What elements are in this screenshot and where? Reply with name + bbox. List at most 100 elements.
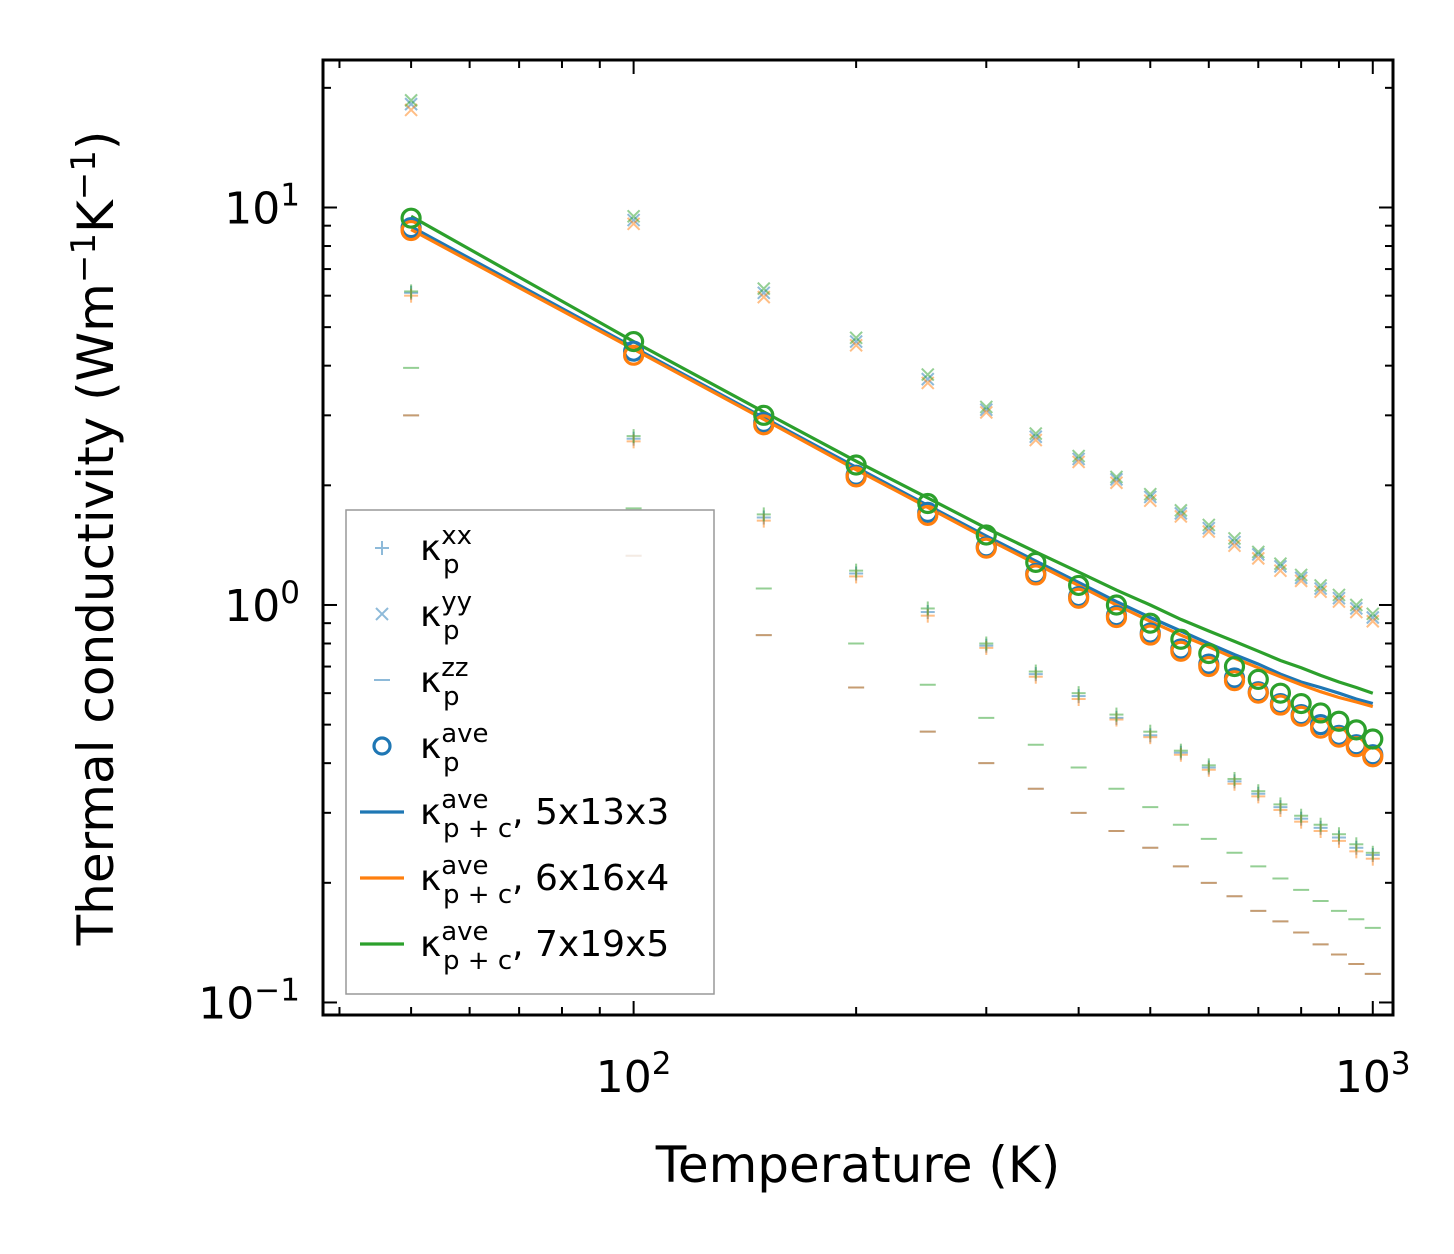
point-kyy-5x13x3 [1251, 547, 1265, 562]
legend-item: κave p [372, 719, 489, 778]
point-kyy-b [1366, 610, 1380, 625]
point-kyy-b [1294, 568, 1308, 582]
point-kxx-7x19x5 [1313, 817, 1328, 832]
point-kyy-b [1332, 591, 1346, 605]
point-kave-7x19x5 [1362, 728, 1384, 750]
legend-symbol: κ [420, 594, 441, 635]
point-kxx-7x19x5 [1294, 808, 1309, 823]
point-kxx-7x19x5 [1349, 837, 1364, 852]
point-kyy-5x13x3 [1071, 452, 1086, 466]
legend-superscript: ave [441, 851, 488, 881]
point-kave-6x16x4 [1223, 670, 1246, 692]
point-kyy-5x13x3 [849, 334, 863, 349]
point-kyy-b [921, 367, 935, 382]
point-kave-7x19x5 [1223, 655, 1246, 678]
point-kyy-b [626, 213, 641, 227]
legend-x-b [375, 607, 389, 621]
point-kave-6x16x4 [1269, 694, 1292, 716]
point-kyy-b [1366, 607, 1380, 621]
point-kyy-7x19x5 [1029, 426, 1043, 441]
point-kyy-b [1227, 531, 1242, 546]
point-kxx-7x19x5 [1201, 758, 1216, 773]
point-kxx-7x19x5 [1071, 686, 1086, 701]
point-kyy-b [1143, 490, 1157, 504]
point-kyy-6x16x4 [1071, 455, 1086, 469]
point-kave-6x16x4 [623, 344, 645, 366]
legend-superscript: zz [441, 653, 468, 683]
x-tick-label: 102 [596, 1046, 672, 1103]
point-kxx-7x19x5 [1143, 724, 1158, 739]
point-kyy-b [1071, 449, 1086, 463]
y-axis-label-exp1: −1 [64, 233, 104, 283]
point-kyy-5x13x3 [979, 402, 993, 417]
point-kave-6x16x4 [1105, 606, 1128, 629]
y-tick-label: 101 [224, 177, 300, 234]
point-kyy-b [1273, 557, 1288, 571]
legend-item: κyy p [375, 587, 472, 646]
legend-tail: , 6x16x4 [512, 858, 669, 899]
point-kyy-6x16x4 [1313, 584, 1328, 599]
point-kyy-6x16x4 [1109, 476, 1124, 490]
point-kyy-b [1273, 559, 1288, 574]
x-axis-label: Temperature (K) [655, 1136, 1060, 1194]
legend-label: κxx p [420, 521, 472, 580]
point-kyy-b [979, 405, 993, 420]
legend-item: κzz p [374, 653, 469, 712]
legend-subscript: p [443, 616, 460, 646]
x-tick-base: 10 [1335, 1052, 1391, 1103]
legend-tail: , 5x13x3 [512, 792, 669, 833]
point-kyy-b [1313, 584, 1328, 599]
point-kyy-b [979, 402, 993, 417]
x-tick-exponent: 2 [652, 1046, 672, 1082]
point-kyy-b [1174, 506, 1188, 521]
point-kyy-7x19x5 [1202, 518, 1216, 532]
point-kyy-6x16x4 [1029, 433, 1043, 447]
point-kyy-7x19x5 [1332, 588, 1346, 602]
legend-item: κave p + c, 5x13x3 [360, 785, 669, 844]
point-kxx-7x19x5 [404, 284, 419, 299]
point-kyy-b [404, 97, 418, 111]
point-kyy-b [1071, 455, 1086, 469]
legend-subscript: p [443, 682, 460, 712]
point-kyy-7x19x5 [626, 209, 641, 224]
point-kyy-7x19x5 [921, 367, 935, 382]
legend-label: κave p + c, 5x13x3 [420, 785, 669, 844]
point-kyy-b [1109, 476, 1124, 490]
legend-subscript: p + c [443, 946, 512, 976]
legend-box [345, 509, 715, 995]
legend-x-marker [375, 607, 389, 621]
point-kave-6x16x4 [400, 219, 422, 242]
point-kxx-7x19x5 [849, 563, 864, 578]
point-kave-7x19x5 [1025, 551, 1047, 573]
legend-item: κave p + c, 6x16x4 [360, 851, 669, 910]
point-kave-7x19x5 [623, 330, 645, 353]
point-kyy-b [1143, 487, 1157, 501]
y-axis-label-main: Thermal conductivity (Wm [67, 283, 125, 946]
point-kyy-6x16x4 [404, 103, 418, 117]
point-kyy-b [1251, 551, 1265, 566]
legend-label: κave p + c, 7x19x5 [420, 917, 669, 976]
point-kave-7x19x5 [1310, 702, 1332, 724]
point-kyy-5x13x3 [1227, 535, 1242, 549]
point-kyy-b [1029, 430, 1043, 444]
point-kave-6x16x4 [1170, 640, 1192, 662]
legend-circle-marker [372, 736, 392, 756]
point-kave-7x19x5 [1170, 628, 1192, 650]
legend-item: κave p + c, 7x19x5 [360, 917, 669, 976]
point-kyy-7x19x5 [1366, 607, 1380, 621]
point-kyy-b [1294, 574, 1308, 588]
point-kyy-6x16x4 [1294, 574, 1308, 588]
point-kyy-5x13x3 [1313, 581, 1328, 596]
point-kyy-7x19x5 [979, 400, 993, 414]
point-kyy-7x19x5 [1109, 470, 1124, 484]
legend-label: κyy p [420, 587, 472, 646]
point-kyy-b [849, 334, 863, 349]
point-kave-6x16x4 [1025, 564, 1047, 586]
point-kyy-5x13x3 [1109, 472, 1124, 487]
point-kave-6x16x4 [975, 537, 997, 559]
point-kxx-7x19x5 [1273, 797, 1288, 812]
x-tick-labels: 102 103 [596, 1046, 1411, 1103]
point-kave-6x16x4 [917, 504, 939, 527]
point-kyy-5x13x3 [1029, 430, 1043, 444]
y-tick-base: 10 [224, 183, 280, 234]
